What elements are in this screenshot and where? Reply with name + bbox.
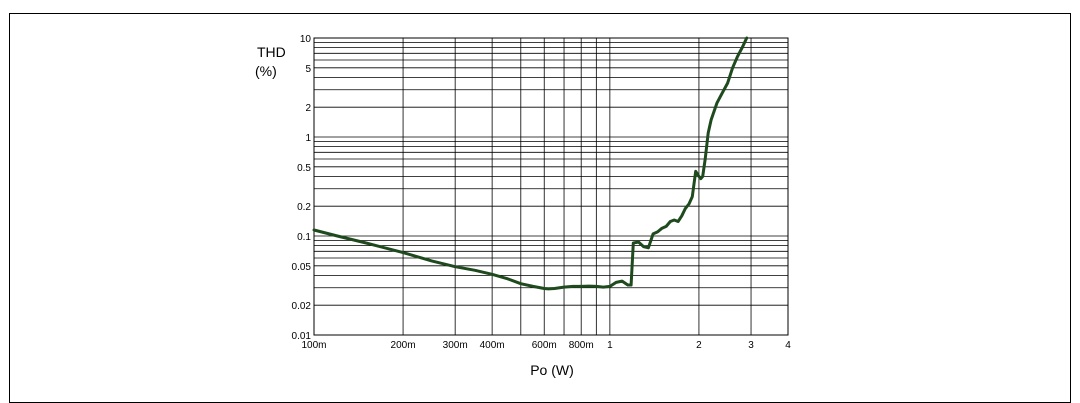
x-tick-label: 4 — [785, 340, 791, 351]
x-tick-label: 300m — [443, 340, 468, 351]
y-tick-label: 1 — [305, 133, 311, 144]
y-tick-label: 0.5 — [297, 163, 311, 174]
x-axis-label: Po (W) — [530, 362, 574, 378]
y-axis-label-line-1: THD — [257, 44, 286, 60]
y-tick-label: 0.05 — [292, 262, 312, 273]
thd-series-line — [312, 36, 749, 291]
x-tick-label: 600m — [532, 340, 557, 351]
grid-lines — [313, 37, 789, 336]
y-axis-label-line-2: (%) — [255, 63, 277, 79]
plot-area — [313, 37, 789, 336]
x-tick-labels: 100m 200m 300m 400m 600m 800m 1 2 3 4 — [301, 340, 791, 351]
y-tick-label: 0.1 — [297, 232, 311, 243]
thd-vs-power-chart: 100m 200m 300m 400m 600m 800m 1 2 3 4 0.010.020.0… — [255, 34, 791, 378]
x-tick-label: 1 — [607, 340, 613, 351]
x-tick-label: 2 — [696, 340, 702, 351]
x-tick-label: 400m — [480, 340, 505, 351]
x-tick-label: 800m — [569, 340, 594, 351]
y-tick-label: 10 — [300, 34, 312, 45]
x-tick-label: 3 — [748, 340, 754, 351]
x-tick-label: 200m — [391, 340, 416, 351]
y-tick-label: 0.01 — [292, 331, 312, 342]
y-tick-labels: 0.01 0.02 0.05 0.1 0.2 0.5 1 2 5 10 — [292, 34, 312, 342]
y-tick-label: 5 — [305, 64, 311, 75]
x-tick-label: 100m — [301, 340, 326, 351]
y-tick-label: 0.02 — [292, 301, 312, 312]
y-tick-label: 0.2 — [297, 202, 311, 213]
y-tick-label: 2 — [305, 103, 311, 114]
